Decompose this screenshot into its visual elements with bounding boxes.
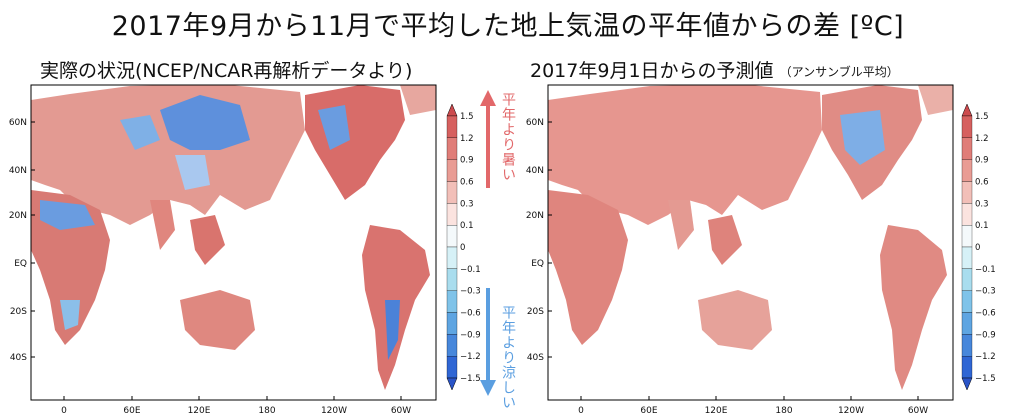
lat-tick-label: 20S	[10, 307, 27, 317]
lat-tick-label: EQ	[14, 259, 27, 269]
colorbar-label: −1.2	[460, 352, 481, 362]
right-subtitle-note: （アンサンブル平均）	[779, 65, 899, 79]
lat-tick-label: 20N	[9, 211, 27, 221]
lon-tick-label: 60E	[123, 406, 140, 416]
lon-tick-label: 60E	[640, 406, 657, 416]
colorbar-label: 0	[460, 243, 465, 253]
right-panel-subtitle: 2017年9月1日からの予測値 （アンサンブル平均）	[530, 56, 899, 83]
lon-tick-label: 120E	[188, 406, 211, 416]
colorbar-label: −1.2	[975, 352, 996, 362]
lat-tick-label: 60N	[526, 118, 544, 128]
eurasia-right	[548, 85, 822, 225]
lat-tick-label: 40N	[526, 166, 544, 176]
south-america-right	[880, 225, 947, 390]
colorbar-segment	[961, 334, 973, 357]
colorbar-label: −1.5	[460, 374, 481, 384]
right-subtitle-text: 2017年9月1日からの予測値	[530, 60, 774, 82]
colorbar-bottom-arrow	[961, 377, 973, 391]
colorbar-label: 1.2	[460, 134, 474, 144]
lon-tick-label: 120W	[321, 406, 347, 416]
cold-anomaly-asia	[160, 95, 250, 150]
colorbar-right: 1.5 1.2 0.9 0.6 0.3 0.1 0 −0.1 −0.3 −0.6 −0.9 −1.2 −…	[961, 103, 996, 391]
lon-tick-label: 180	[775, 406, 792, 416]
lat-tick-label: 40S	[10, 353, 27, 363]
colorbar-label: −0.9	[460, 330, 481, 340]
colorbar-label: 0.6	[460, 178, 474, 188]
lat-tick-label: 40N	[9, 166, 27, 176]
lat-tick-label: 20N	[526, 211, 544, 221]
cool-arrow-head	[480, 380, 496, 396]
lat-tick-label: 40S	[527, 353, 544, 363]
colorbar-segment	[961, 181, 973, 204]
axis-ticks-right: 60N 40N 20N EQ 20S 40S 0 60E 120E 180 120W 60W	[526, 118, 928, 416]
colorbar-segment	[961, 290, 973, 313]
annotation-arrows	[480, 90, 496, 396]
colorbar-segment	[961, 203, 973, 226]
colorbar-label: 1.5	[975, 112, 989, 122]
colorbar-segment	[961, 246, 973, 269]
australia-right	[698, 290, 772, 350]
continents-right	[548, 85, 953, 390]
colorbar-label: −0.6	[460, 309, 481, 319]
colorbar-label: 0.3	[975, 199, 989, 209]
colorbar-label: 1.5	[460, 112, 474, 122]
lat-tick-label: 20S	[527, 307, 544, 317]
colorbar-label: 0	[975, 243, 980, 253]
colorbar-label: −1.5	[975, 374, 996, 384]
lon-tick-label: 60W	[391, 406, 411, 416]
colorbar-label: −0.9	[975, 330, 996, 340]
colorbar-segment	[961, 268, 973, 291]
lon-tick-label: 120E	[705, 406, 728, 416]
colorbar-label: 0.1	[460, 221, 474, 231]
lon-tick-label: 60W	[908, 406, 928, 416]
continents-left	[31, 85, 436, 390]
lon-tick-label: 0	[578, 406, 584, 416]
warm-arrow-head	[480, 90, 496, 106]
lat-tick-label: 60N	[9, 118, 27, 128]
colorbar-segment	[961, 137, 973, 160]
colorbar-label: −0.1	[460, 265, 481, 275]
colorbar-label: −0.3	[460, 287, 481, 297]
colorbar-label: 0.6	[975, 178, 989, 188]
cool-label: 平年より涼しい	[500, 305, 516, 410]
colorbar-top-arrow	[961, 103, 973, 117]
axis-ticks-left: 60N 40N 20N EQ 20S 40S 0 60E 120E 180 120W 60W	[9, 118, 411, 416]
africa-left	[31, 190, 110, 345]
cold-anomaly-north-america	[840, 110, 885, 165]
colorbar-label: 0.1	[975, 221, 989, 231]
left-subtitle-text: 実際の状況(NCEP/NCAR再解析データより)	[40, 60, 413, 82]
colorbar-segment	[961, 159, 973, 182]
africa-right	[548, 190, 628, 345]
colorbar-segment	[961, 312, 973, 335]
colorbar-label: 1.2	[975, 134, 989, 144]
lon-tick-label: 180	[258, 406, 275, 416]
lon-tick-label: 0	[61, 406, 67, 416]
colorbar-left: 1.5 1.2 0.9 0.6 0.3 0.1 0 −0.1 −0.3 −0.6 −0.9 −1.2 −…	[446, 103, 481, 391]
colorbar-label: 0.9	[975, 156, 989, 166]
colorbar-segment	[961, 225, 973, 248]
colorbar-segment	[961, 356, 973, 379]
colorbar-segment	[961, 115, 973, 138]
lon-tick-label: 120W	[838, 406, 864, 416]
australia-left	[180, 290, 255, 350]
left-panel-subtitle: 実際の状況(NCEP/NCAR再解析データより)	[40, 56, 412, 83]
colorbar-label: −0.3	[975, 287, 996, 297]
colorbar-label: −0.6	[975, 309, 996, 319]
colorbar-bottom-arrow	[446, 377, 458, 391]
colorbar-label: 0.3	[460, 199, 474, 209]
colorbar-label: −0.1	[975, 265, 996, 275]
lat-tick-label: EQ	[531, 259, 544, 269]
warm-label: 平年より暑い	[500, 92, 516, 182]
colorbar-label: 0.9	[460, 156, 474, 166]
page-title: 2017年9月から11月で平均した地上気温の平年値からの差 [ºC]	[111, 11, 905, 42]
